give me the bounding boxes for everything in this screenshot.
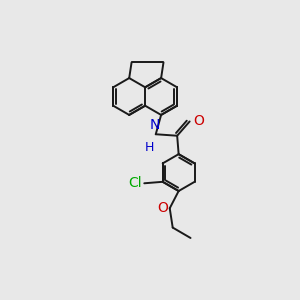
Text: N: N: [149, 118, 160, 133]
Text: O: O: [193, 114, 204, 128]
Text: H: H: [145, 141, 154, 154]
Text: Cl: Cl: [128, 176, 142, 190]
Text: O: O: [158, 201, 168, 215]
